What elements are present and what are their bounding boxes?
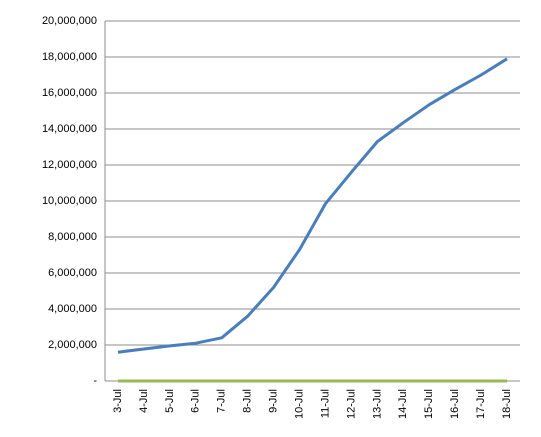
line	[117, 57, 508, 354]
x-tick-label: 17-Jul	[475, 389, 487, 419]
y-tick-label: 8,000,000	[48, 231, 97, 243]
x-tick-label: 9-Jul	[268, 389, 280, 413]
y-tick-label: 14,000,000	[42, 123, 97, 135]
x-tick-label: 12-Jul	[345, 389, 357, 419]
x-tick-label: 15-Jul	[423, 389, 435, 419]
y-tick-label: 2,000,000	[48, 339, 97, 351]
y-tick-label: 16,000,000	[42, 87, 97, 99]
y-tick-label: 20,000,000	[42, 15, 97, 27]
y-tick-label: 18,000,000	[42, 51, 97, 63]
x-tick-label: 11-Jul	[319, 389, 331, 418]
x-tick-label: 7-Jul	[216, 389, 228, 413]
x-tick-label: 8-Jul	[242, 389, 254, 413]
x-tick-label: 5-Jul	[164, 389, 176, 413]
y-tick-label: 4,000,000	[48, 303, 97, 315]
x-tick-label: 13-Jul	[371, 389, 383, 419]
x-tick-label: 10-Jul	[293, 389, 305, 419]
y-tick-label: 6,000,000	[48, 267, 97, 279]
x-tick-label: 18-Jul	[501, 389, 513, 419]
x-tick-label: 4-Jul	[138, 389, 150, 413]
x-tick-label: 14-Jul	[397, 389, 409, 419]
y-tick-label: -	[93, 375, 97, 387]
x-tick-label: 6-Jul	[190, 389, 202, 413]
x-tick-label: 16-Jul	[449, 389, 461, 419]
y-tick-label: 10,000,000	[42, 195, 97, 207]
x-tick-label: 3-Jul	[112, 389, 124, 413]
y-tick-label: 12,000,000	[42, 159, 97, 171]
